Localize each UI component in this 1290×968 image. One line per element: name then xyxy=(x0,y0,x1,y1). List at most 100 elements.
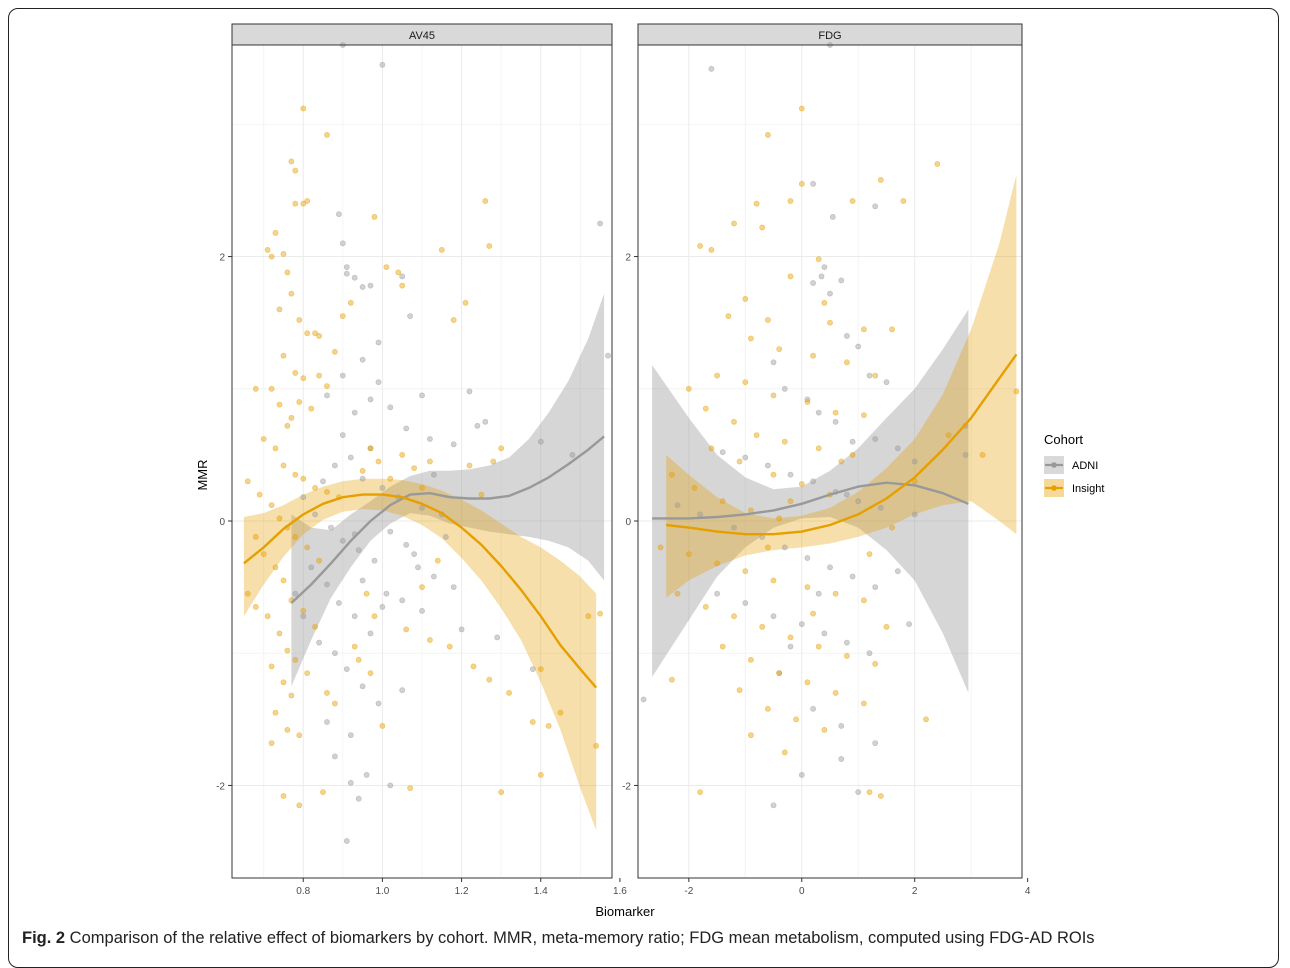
data-point-adni xyxy=(371,557,378,564)
legend-label-adni: ADNI xyxy=(1072,460,1098,472)
data-point-adni xyxy=(399,687,406,694)
panel-title-fdg: FDG xyxy=(818,30,841,42)
data-point-insight xyxy=(331,700,338,707)
data-point-insight xyxy=(804,584,811,590)
data-point-adni xyxy=(383,590,390,597)
data-point-adni xyxy=(359,284,366,290)
data-point-adni xyxy=(770,613,777,620)
data-point-adni xyxy=(359,475,366,482)
data-point-insight xyxy=(371,213,378,220)
data-point-adni xyxy=(781,385,788,392)
data-point-adni xyxy=(529,666,536,672)
data-point-adni xyxy=(872,740,879,746)
data-point-insight xyxy=(411,465,417,471)
data-point-adni xyxy=(719,449,726,456)
data-point-adni xyxy=(872,203,879,210)
data-point-adni xyxy=(411,551,417,557)
data-point-adni xyxy=(320,478,326,485)
data-point-adni xyxy=(458,626,465,633)
x-tick-label: 4 xyxy=(1025,886,1031,897)
data-point-insight xyxy=(1013,388,1020,395)
data-point-adni xyxy=(866,372,873,379)
data-point-insight xyxy=(731,220,737,227)
data-point-adni xyxy=(832,418,839,425)
data-point-insight xyxy=(815,256,822,263)
data-point-adni xyxy=(962,451,969,458)
data-point-adni xyxy=(844,332,850,339)
data-point-insight xyxy=(753,432,760,438)
data-point-insight xyxy=(585,613,592,620)
data-point-insight xyxy=(708,246,715,253)
data-point-insight xyxy=(697,243,703,249)
smooth-line-adni xyxy=(290,435,605,604)
data-point-insight xyxy=(276,630,283,637)
data-point-insight xyxy=(403,626,410,633)
data-point-insight xyxy=(280,250,287,257)
data-point-insight xyxy=(426,637,433,643)
data-point-insight xyxy=(339,313,346,319)
data-point-insight xyxy=(268,663,275,670)
data-point-insight xyxy=(714,372,720,379)
data-point-insight xyxy=(765,317,771,323)
data-point-insight xyxy=(770,577,777,584)
data-point-insight xyxy=(272,564,279,571)
data-point-insight xyxy=(252,534,259,540)
data-point-adni xyxy=(798,621,805,627)
data-point-insight xyxy=(268,740,275,746)
data-point-insight xyxy=(832,409,839,416)
data-point-insight xyxy=(545,723,552,729)
data-point-insight xyxy=(770,392,777,399)
data-point-insight xyxy=(324,488,330,495)
data-point-adni xyxy=(419,608,425,614)
data-point-insight xyxy=(923,716,929,723)
data-point-insight xyxy=(244,478,251,485)
data-point-insight xyxy=(331,348,338,355)
data-point-insight xyxy=(776,515,783,522)
data-point-adni xyxy=(569,451,576,458)
data-point-insight xyxy=(736,687,743,694)
data-point-adni xyxy=(339,537,346,544)
y-tick-label: 2 xyxy=(219,253,225,264)
data-point-insight xyxy=(537,666,544,672)
data-point-insight xyxy=(731,613,737,620)
data-point-insight xyxy=(462,299,469,306)
data-point-adni xyxy=(300,613,307,620)
data-point-adni xyxy=(911,458,918,465)
data-point-adni xyxy=(810,280,816,286)
data-point-adni xyxy=(770,802,777,809)
data-point-insight xyxy=(787,498,794,505)
data-point-adni xyxy=(855,343,862,350)
data-point-adni xyxy=(482,418,489,425)
data-point-insight xyxy=(742,379,749,386)
data-point-adni xyxy=(403,541,410,548)
data-point-insight xyxy=(674,590,681,597)
data-point-insight xyxy=(276,306,283,313)
data-point-adni xyxy=(387,782,394,789)
data-point-adni xyxy=(821,264,828,270)
data-point-adni xyxy=(866,650,873,657)
legend-dot-insight xyxy=(1051,485,1057,491)
data-point-adni xyxy=(316,639,322,646)
data-point-adni xyxy=(537,438,544,445)
data-point-insight xyxy=(810,610,816,617)
data-point-insight xyxy=(434,557,441,564)
data-point-insight xyxy=(866,551,873,557)
data-point-insight xyxy=(280,462,287,469)
data-point-insight xyxy=(725,313,732,319)
data-point-insight xyxy=(324,383,330,389)
data-point-adni xyxy=(674,502,681,508)
data-point-insight xyxy=(821,727,828,733)
confidence-band-adni xyxy=(291,293,605,687)
data-point-insight xyxy=(849,198,856,204)
data-point-adni xyxy=(844,639,850,646)
data-point-adni xyxy=(798,772,805,778)
y-tick-label: 2 xyxy=(625,253,631,264)
data-point-adni xyxy=(351,274,358,281)
data-point-insight xyxy=(866,789,873,795)
data-point-insight xyxy=(714,560,720,567)
data-point-insight xyxy=(793,716,799,723)
y-tick-label: -2 xyxy=(216,781,225,792)
data-point-adni xyxy=(450,441,457,448)
data-point-insight xyxy=(945,432,952,438)
x-axis-label: Biomarker xyxy=(595,904,655,919)
